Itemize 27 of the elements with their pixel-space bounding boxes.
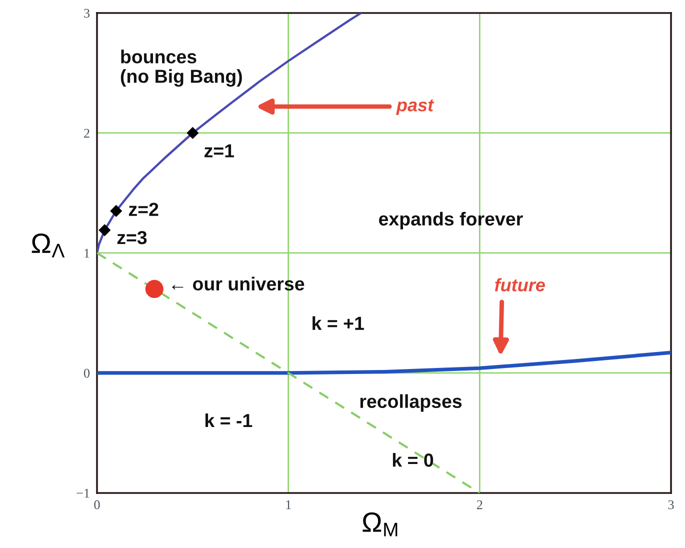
line-series: [96, 350, 672, 375]
annotation: k = +1: [312, 316, 364, 330]
x-tick-label: 2: [476, 500, 482, 510]
y-tick-label: −1: [76, 488, 90, 498]
point: [98, 224, 111, 236]
y-axis-title: Ω$_{Λ}$: [32, 234, 65, 258]
point: [145, 280, 164, 298]
annotation: z=3: [117, 230, 147, 244]
line-series: [96, 12, 362, 254]
y-tick-label: 0: [84, 368, 90, 378]
point: [186, 126, 199, 140]
annotation: k = 0: [392, 453, 434, 467]
y-tick-label: 2: [84, 128, 90, 138]
annotation: z=1: [204, 144, 234, 158]
annotation: bounces (no Big Bang): [120, 50, 242, 87]
x-axis-title: Ω$_{M}$: [362, 512, 398, 536]
annotation: past: [396, 99, 434, 115]
annotation: k = -1: [205, 413, 252, 428]
point: [110, 204, 122, 218]
x-tick-label: 3: [668, 500, 674, 510]
x-tick-label: 1: [286, 500, 291, 510]
x-tick-label: 0: [94, 500, 100, 510]
annotation: z=2: [128, 202, 158, 216]
y-tick-label: 3: [84, 8, 90, 18]
y-tick-label: 1: [84, 248, 90, 258]
annotation: future: [494, 278, 545, 292]
annotation: recollapses: [360, 394, 462, 412]
